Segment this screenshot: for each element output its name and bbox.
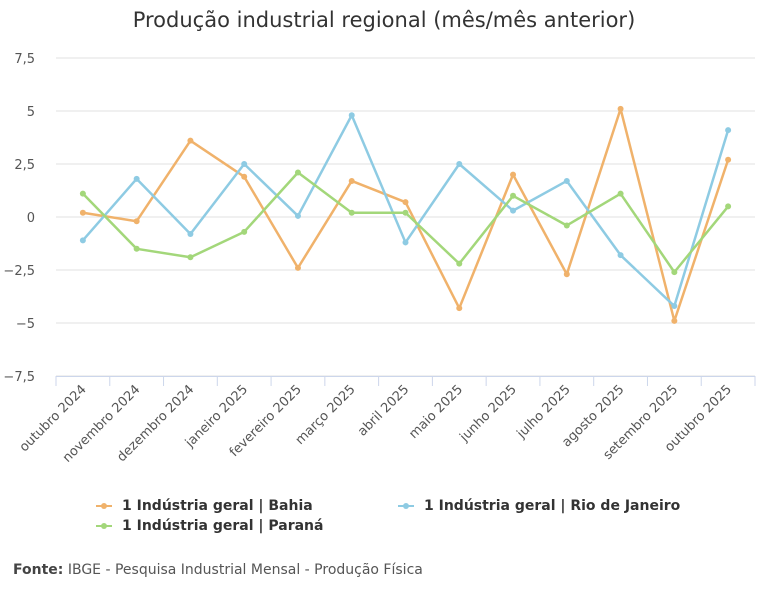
data-point <box>456 305 463 312</box>
data-point <box>241 173 248 180</box>
x-tick-label: abril 2025 <box>355 382 412 439</box>
data-point <box>725 127 732 134</box>
legend-item-rio[interactable]: 1 Indústria geral | Rio de Janeiro <box>398 498 680 514</box>
source-note: Fonte: IBGE - Pesquisa Industrial Mensal… <box>13 562 423 578</box>
data-point <box>241 228 248 235</box>
data-point <box>187 254 194 261</box>
data-point <box>510 207 517 214</box>
source-label: Fonte: <box>13 562 64 578</box>
data-point <box>617 105 624 112</box>
data-point <box>617 252 624 259</box>
legend-marker <box>398 503 414 509</box>
y-tick-label: 7,5 <box>14 52 35 67</box>
data-point <box>79 209 86 216</box>
data-point <box>79 190 86 197</box>
legend-marker <box>96 503 112 509</box>
data-point <box>563 177 570 184</box>
data-point <box>294 264 301 271</box>
data-point <box>671 269 678 276</box>
data-point <box>241 161 248 167</box>
y-tick-label: −5 <box>16 317 35 332</box>
data-point <box>294 169 301 176</box>
data-point <box>671 317 678 324</box>
data-point <box>402 239 409 246</box>
data-point <box>133 245 140 252</box>
legend-item-parana[interactable]: 1 Indústria geral | Paraná <box>96 518 323 534</box>
data-point <box>187 137 194 144</box>
data-point <box>617 190 624 197</box>
data-point <box>133 218 140 225</box>
data-point <box>402 199 409 206</box>
data-point <box>563 222 570 229</box>
legend-marker <box>96 523 112 529</box>
data-point <box>725 156 732 163</box>
legend-item-bahia[interactable]: 1 Indústria geral | Bahia <box>96 498 313 514</box>
y-tick-label: −2,5 <box>3 264 35 279</box>
data-point <box>563 271 570 278</box>
source-text: IBGE - Pesquisa Industrial Mensal - Prod… <box>67 562 423 578</box>
data-point <box>294 212 301 219</box>
y-tick-label: −7,5 <box>3 370 35 385</box>
y-tick-label: 2,5 <box>14 158 35 173</box>
data-point <box>348 112 355 119</box>
data-point <box>187 230 194 237</box>
data-point <box>510 171 517 178</box>
data-point <box>348 177 355 184</box>
legend-label: 1 Indústria geral | Bahia <box>122 498 313 514</box>
data-point <box>456 260 463 267</box>
legend-label: 1 Indústria geral | Rio de Janeiro <box>424 498 681 514</box>
data-point <box>133 175 140 182</box>
data-point <box>510 192 517 199</box>
y-tick-label: 5 <box>27 105 35 120</box>
x-tick-label: junho 2025 <box>457 382 520 445</box>
data-point <box>671 303 678 310</box>
data-point <box>725 203 732 210</box>
y-tick-label: 0 <box>27 211 35 226</box>
data-point <box>79 237 86 244</box>
data-point <box>402 209 409 216</box>
data-point <box>348 209 355 216</box>
data-point <box>456 161 463 167</box>
chart-title: Produção industrial regional (mês/mês an… <box>132 8 636 32</box>
legend-label: 1 Indústria geral | Paraná <box>122 518 324 534</box>
